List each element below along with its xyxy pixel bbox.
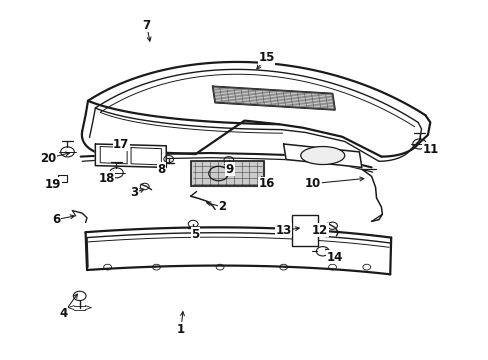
Polygon shape [190, 161, 264, 186]
Text: 11: 11 [421, 143, 438, 156]
Text: 16: 16 [258, 177, 274, 190]
Text: 17: 17 [113, 138, 129, 150]
Polygon shape [95, 144, 166, 167]
Text: 6: 6 [52, 213, 60, 226]
Text: 8: 8 [157, 163, 165, 176]
Bar [190, 161, 264, 186]
Text: 12: 12 [311, 224, 328, 237]
Text: 19: 19 [44, 178, 61, 191]
Polygon shape [212, 86, 334, 110]
Text: 15: 15 [258, 51, 274, 64]
Text: 1: 1 [177, 323, 184, 336]
Text: 2: 2 [218, 201, 226, 213]
Bar [58, 175, 66, 182]
Text: 9: 9 [225, 163, 233, 176]
Text: 7: 7 [142, 19, 150, 32]
Text: 20: 20 [40, 152, 56, 165]
Text: 4: 4 [60, 307, 67, 320]
Text: 13: 13 [275, 224, 291, 237]
Text: 10: 10 [304, 177, 321, 190]
Text: 5: 5 [191, 228, 199, 240]
Bar [292, 215, 317, 246]
Text: 14: 14 [326, 251, 343, 264]
Polygon shape [283, 144, 361, 167]
Text: 18: 18 [98, 172, 115, 185]
Text: 3: 3 [130, 186, 138, 199]
Ellipse shape [300, 147, 344, 165]
